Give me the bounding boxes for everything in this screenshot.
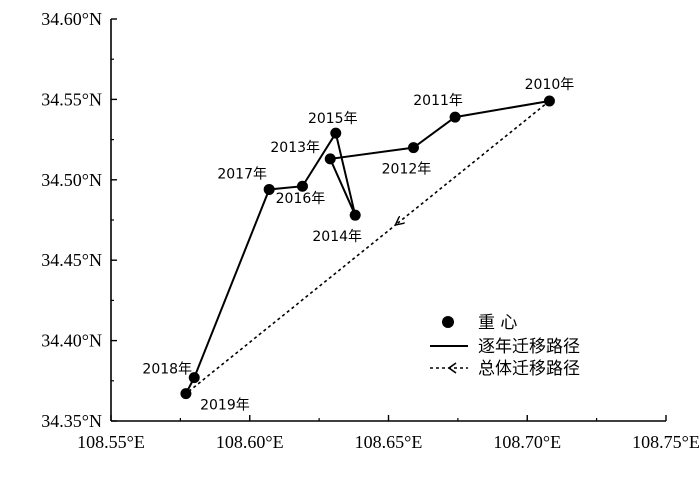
year-label: 2012年 xyxy=(382,162,432,178)
centroid-point xyxy=(407,142,419,154)
overall-path-segment xyxy=(185,223,398,395)
centroid-point xyxy=(330,127,342,139)
x-tick-label: 108.60°E xyxy=(216,432,284,452)
legend-label: 总体迁移路径 xyxy=(478,359,580,379)
x-tick-label: 108.75°E xyxy=(632,432,700,452)
centroid-point xyxy=(449,111,461,123)
x-tick-label: 108.55°E xyxy=(77,432,145,452)
year-labels: 2010年 2011年 2012年 2013年 2014年 2015年 2016年 2017年… xyxy=(142,77,574,414)
yearly-migration-path xyxy=(185,100,550,395)
y-tick-label: 34.50°N xyxy=(41,170,102,190)
year-label: 2013年 xyxy=(270,140,320,156)
y-tick-label: 34.55°N xyxy=(41,89,102,109)
year-label: 2016年 xyxy=(276,191,326,207)
year-label: 2014年 xyxy=(312,229,362,245)
centroid-point xyxy=(296,180,308,192)
overall-path-segment xyxy=(397,100,550,224)
centroid-point xyxy=(180,388,192,400)
centroid-point xyxy=(188,372,200,384)
x-tick-label: 108.65°E xyxy=(355,432,423,452)
year-label: 2015年 xyxy=(308,111,358,127)
year-label: 2017年 xyxy=(217,166,267,182)
yearly-path-line xyxy=(185,100,550,395)
y-tick-label: 34.60°N xyxy=(41,9,102,29)
centroid-point xyxy=(543,95,555,107)
year-label: 2018年 xyxy=(142,362,192,378)
overall-migration-path xyxy=(185,100,550,395)
year-label: 2010年 xyxy=(525,77,575,93)
y-tick-label: 34.45°N xyxy=(41,250,102,270)
year-label: 2019年 xyxy=(200,398,250,414)
centroid-points xyxy=(180,95,555,400)
y-tick-label: 34.40°N xyxy=(41,331,102,351)
legend-label: 逐年迁移路径 xyxy=(478,337,580,357)
legend-label: 重 心 xyxy=(478,313,517,333)
legend-arrow-icon xyxy=(447,362,457,374)
x-tick-label: 108.70°E xyxy=(493,432,561,452)
centroid-point xyxy=(324,153,336,165)
y-tick-label: 34.35°N xyxy=(41,411,102,431)
centroid-point xyxy=(349,209,361,221)
centroid-point xyxy=(263,183,275,195)
year-label: 2011年 xyxy=(413,93,463,109)
axes: 34.35°N 34.40°N 34.45°N 34.50°N 34.55°N 34.60… xyxy=(41,9,700,452)
legend-dot-icon xyxy=(442,316,454,328)
